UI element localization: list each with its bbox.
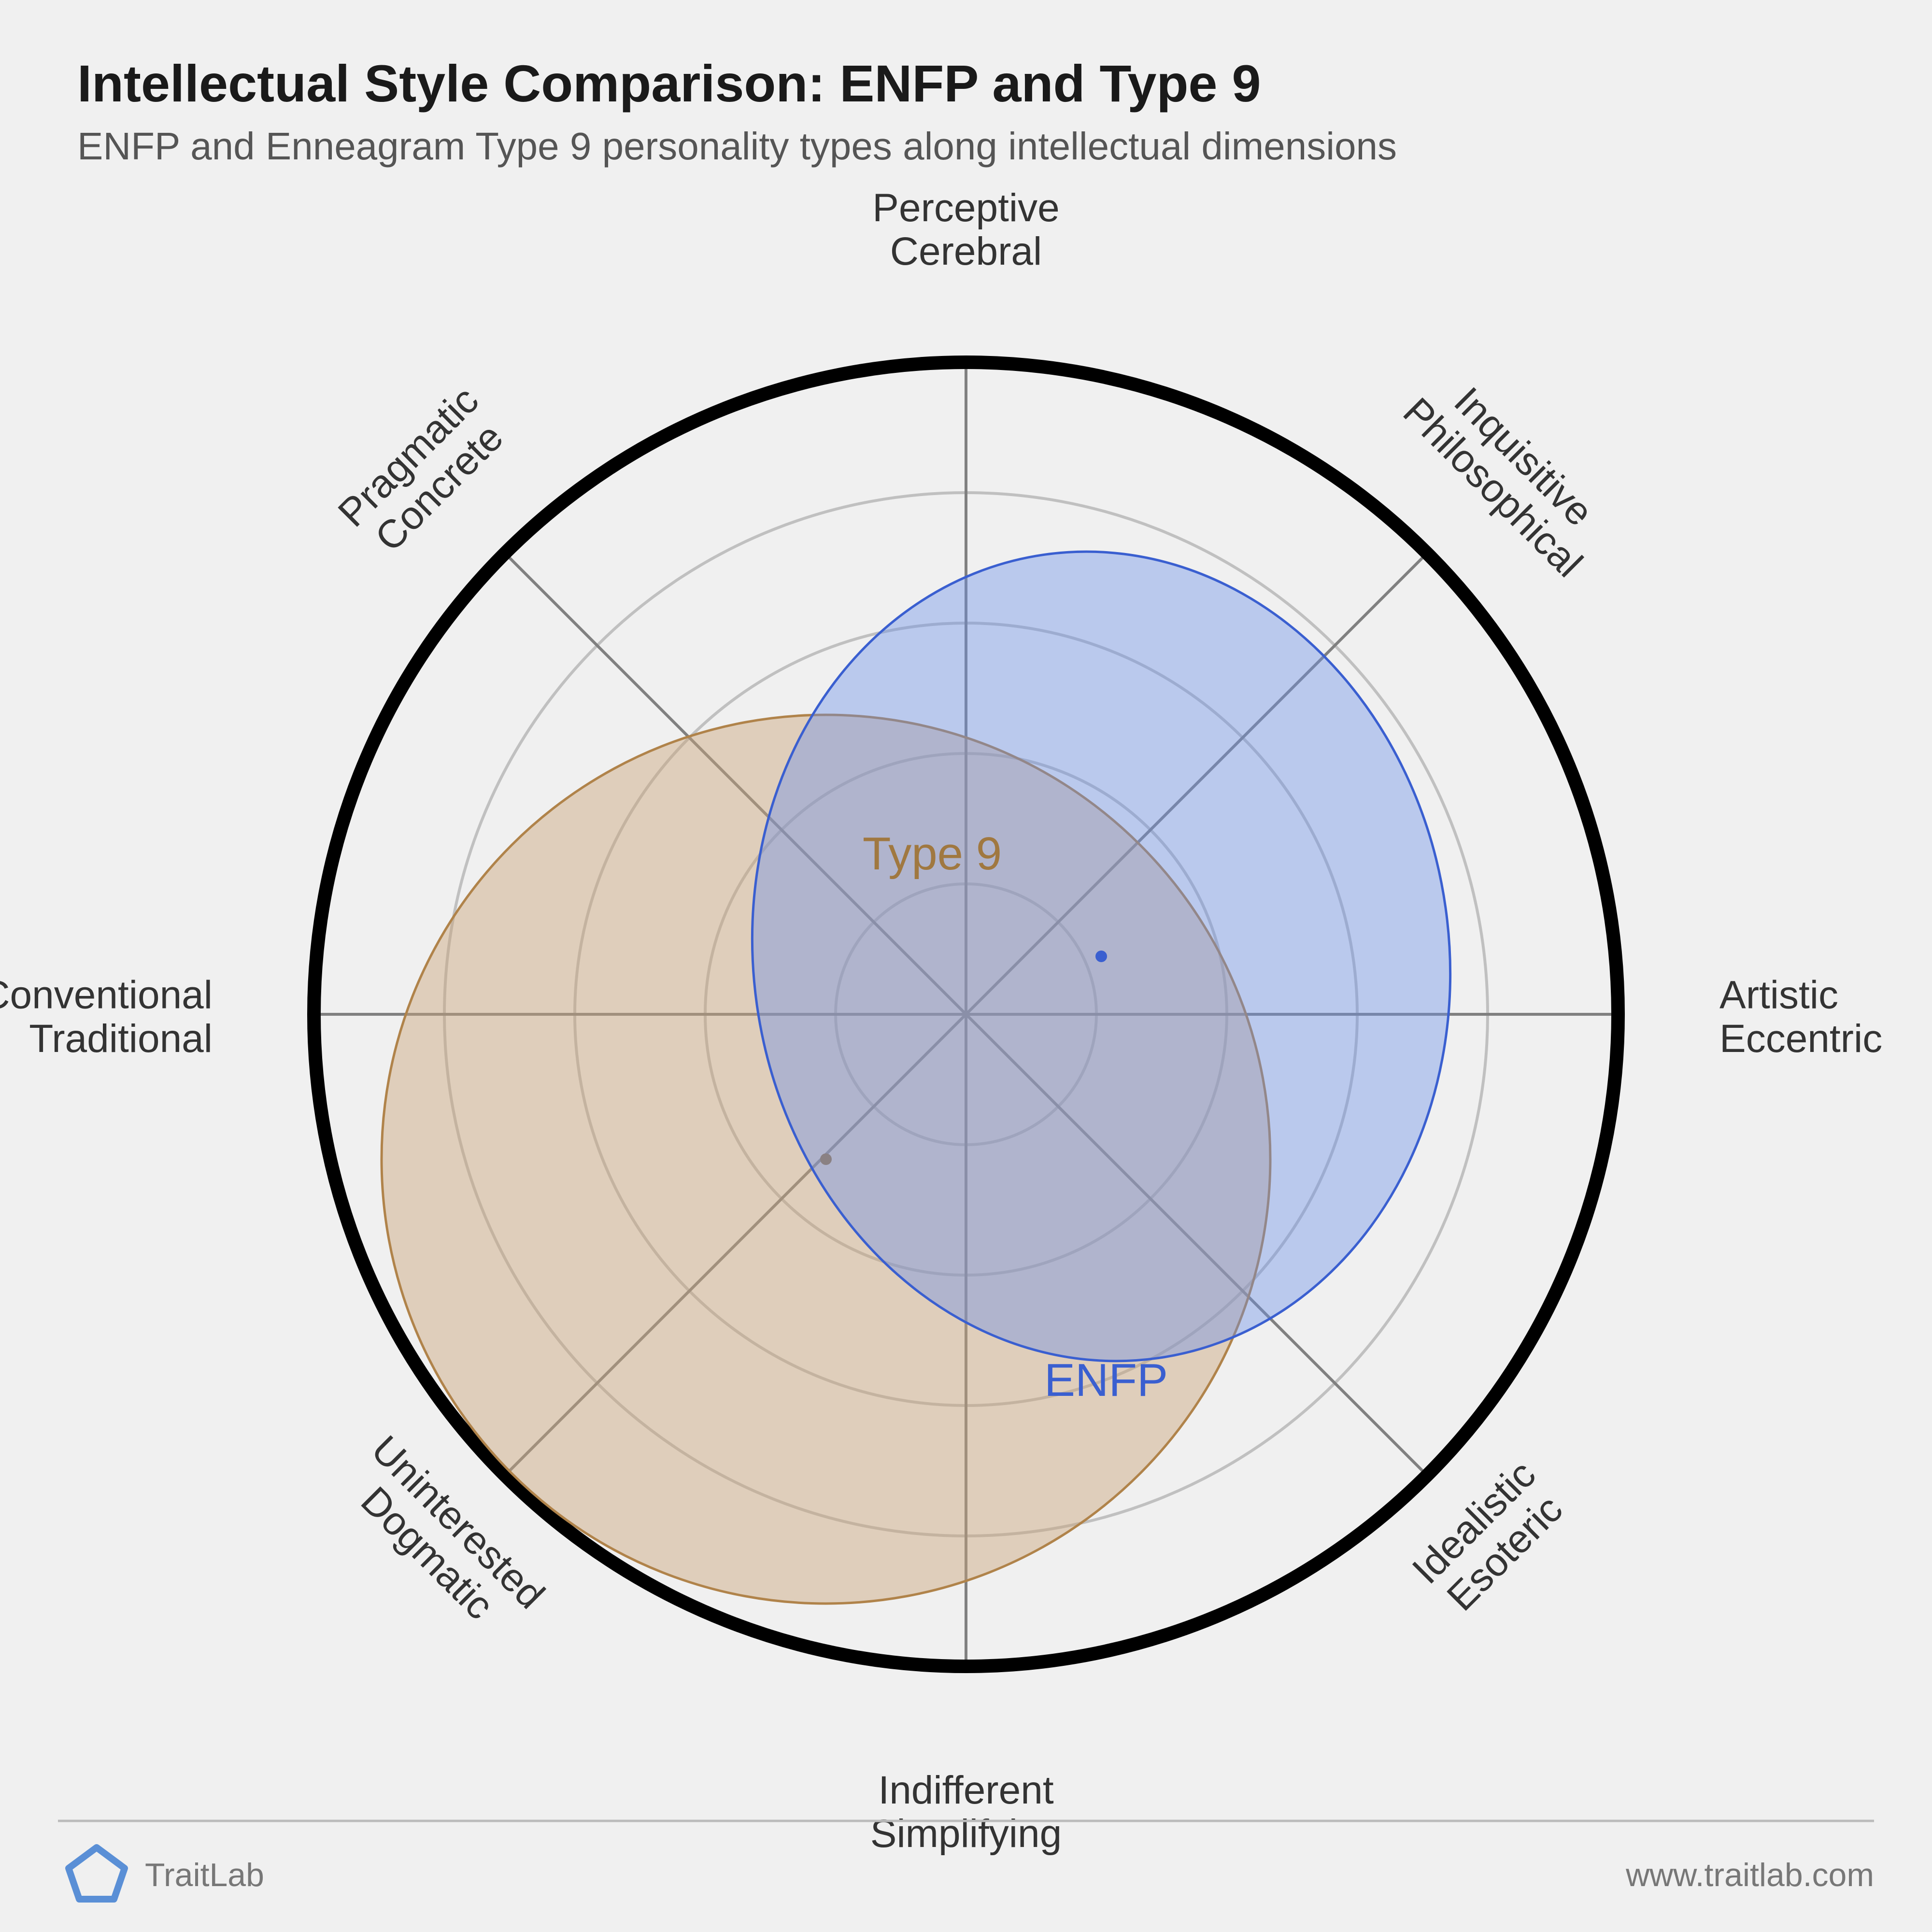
series-label-type9: Type 9	[863, 828, 1002, 880]
footer-brand: TraitLab	[145, 1857, 264, 1893]
radar-chart-svg: Intellectual Style Comparison: ENFP and …	[0, 0, 1932, 1932]
series-center-dot-enfp	[1095, 951, 1107, 962]
footer-url: www.traitlab.com	[1625, 1857, 1874, 1893]
axis-label-line1: Conventional	[0, 973, 213, 1017]
axis-label-line2: Eccentric	[1719, 1017, 1882, 1061]
chart-canvas: Intellectual Style Comparison: ENFP and …	[0, 0, 1932, 1932]
axis-label-group: ConventionalTraditional	[0, 973, 213, 1061]
axis-label-line1: Perceptive	[872, 186, 1059, 230]
axis-label-group: PerceptiveCerebral	[872, 186, 1059, 273]
chart-title: Intellectual Style Comparison: ENFP and …	[77, 54, 1261, 113]
axis-label-line2: Simplifying	[870, 1812, 1062, 1856]
axis-label-line2: Cerebral	[890, 229, 1042, 273]
axis-label-line1: Artistic	[1719, 973, 1838, 1017]
chart-subtitle: ENFP and Enneagram Type 9 personality ty…	[77, 125, 1397, 168]
series-label-enfp: ENFP	[1044, 1354, 1168, 1406]
axis-label-line2: Traditional	[29, 1017, 213, 1061]
axis-label-line1: Indifferent	[878, 1768, 1053, 1812]
axis-label-group: IndifferentSimplifying	[870, 1768, 1062, 1856]
